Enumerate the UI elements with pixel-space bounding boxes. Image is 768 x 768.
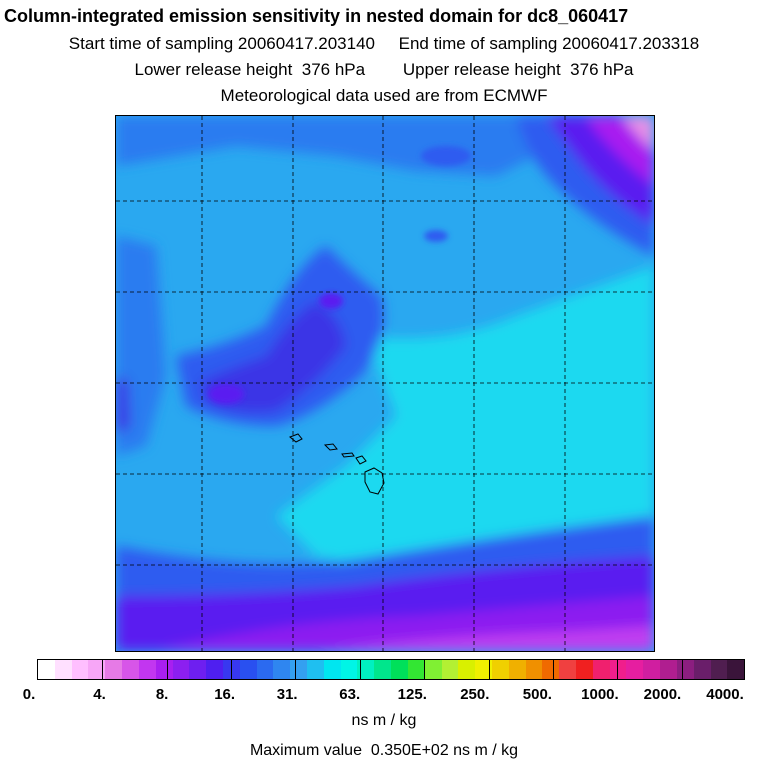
color-scale-segment — [626, 660, 644, 679]
color-scale-segment — [105, 660, 123, 679]
color-scale-segment — [323, 660, 341, 679]
island-molokai — [341, 452, 355, 458]
map-canvas — [116, 116, 654, 651]
lat-lon-grid — [116, 116, 654, 651]
emission-sensitivity-map — [115, 115, 655, 652]
color-scale-segment — [424, 660, 442, 679]
color-scale-segment — [155, 660, 173, 679]
color-scale-tick-label: 0. — [22, 686, 36, 703]
color-scale-segment — [206, 660, 223, 679]
color-scale-segment — [38, 660, 55, 679]
color-scale-segment — [374, 660, 392, 679]
color-scale-segment — [71, 660, 89, 679]
island-kauai — [289, 433, 303, 443]
color-scale-segment — [458, 660, 476, 679]
color-scale-segment — [542, 660, 560, 679]
patch-1 — [421, 146, 471, 166]
color-scale-tick-mark — [102, 660, 104, 679]
color-scale-segment — [676, 660, 694, 679]
color-scale-tick-label: 4000. — [706, 686, 744, 703]
color-scale-segment — [693, 660, 711, 679]
color-scale-segment — [189, 660, 207, 679]
color-scale-tick-mark — [359, 660, 361, 679]
color-scale-segment — [475, 660, 492, 679]
page-title: Column-integrated emission sensitivity i… — [4, 6, 629, 26]
color-scale-segment — [273, 660, 291, 679]
vortex-core — [201, 301, 346, 413]
island-oahu — [323, 443, 338, 451]
color-scale-segment — [239, 660, 257, 679]
color-scale-segment — [88, 660, 106, 679]
color-scale-segment — [122, 660, 139, 679]
meteorological-data-line: Meteorological data used are from ECMWF — [220, 86, 548, 105]
color-scale-tick-mark — [424, 660, 426, 679]
color-scale-tick-label: 500. — [522, 686, 552, 703]
color-scale-segment — [407, 660, 425, 679]
color-scale-tick-mark — [488, 660, 490, 679]
patch-2 — [424, 230, 448, 242]
release-height-line: Lower release height 376 hPa Upper relea… — [134, 60, 634, 79]
color-scale-segment — [592, 660, 610, 679]
bottom-magenta-band — [316, 626, 654, 651]
vortex-spot-2 — [319, 293, 343, 309]
sampling-time-line: Start time of sampling 20060417.203140 E… — [68, 34, 700, 53]
cyan-band — [276, 266, 654, 596]
color-scale-tick-mark — [166, 660, 168, 679]
color-scale-segment — [508, 660, 526, 679]
color-scale-tick-label: 8. — [155, 686, 169, 703]
maximum-value-label: Maximum value 0.350E+02 ns m / kg — [249, 742, 519, 759]
island-big-island — [364, 467, 385, 495]
color-scale-segment — [710, 660, 728, 679]
color-scale-tick-label: 63. — [339, 686, 361, 703]
color-scale-tick-label: 16. — [214, 686, 236, 703]
color-scale-bar — [37, 659, 745, 680]
color-scale-segment — [172, 660, 190, 679]
color-scale-tick-mark — [617, 660, 619, 679]
hawaiian-islands — [289, 433, 385, 495]
color-scale-segment — [391, 660, 408, 679]
color-scale-segment — [290, 660, 307, 679]
color-scale-tick-label: 125. — [397, 686, 427, 703]
color-scale-segment — [307, 660, 324, 679]
color-scale-tick-label: 4. — [93, 686, 106, 703]
color-scale-segment — [441, 660, 459, 679]
color-scale-ticks: 0. 4. 8. 16. 31. 63. 125. 250. 500. 1000. 2000. 400… — [0, 686, 768, 706]
color-scale-segment — [727, 660, 745, 679]
color-scale-segment — [491, 660, 509, 679]
color-scale-tick-mark — [231, 660, 233, 679]
color-scale-segment — [643, 660, 661, 679]
color-scale-tick-label: 250. — [460, 686, 490, 703]
color-scale-segment — [357, 660, 375, 679]
color-scale-segment — [525, 660, 543, 679]
color-scale-tick-mark — [295, 660, 297, 679]
units-label: ns m / kg — [351, 712, 417, 729]
color-scale-segment — [660, 660, 677, 679]
island-maui — [355, 455, 367, 465]
color-scale-tick-mark — [681, 660, 683, 679]
corner-pink — [621, 116, 654, 151]
color-scale-segment — [576, 660, 593, 679]
color-scale-tick-label: 2000. — [643, 686, 682, 703]
color-scale-segment — [559, 660, 576, 679]
color-scale-segment — [256, 660, 274, 679]
color-scale-tick-mark — [552, 660, 554, 679]
left-edge-strip — [116, 376, 130, 436]
color-scale-segment — [138, 660, 156, 679]
color-scale-tick-label: 1000. — [581, 686, 619, 703]
color-scale-tick-label: 31. — [276, 686, 298, 703]
color-scale-segment — [340, 660, 358, 679]
color-scale-segment — [54, 660, 72, 679]
vortex-spot-1 — [208, 384, 244, 404]
